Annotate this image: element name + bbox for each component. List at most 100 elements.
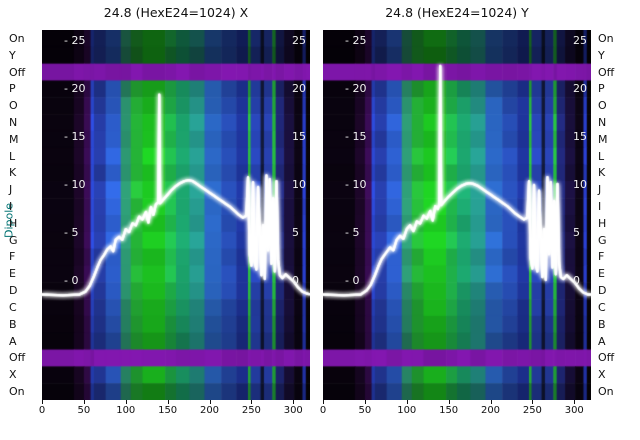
v-tick-label-right-Y-25: 25 [573, 34, 587, 47]
x-tick-label-Y-200: 200 [480, 405, 501, 416]
x-tick-label-X-50: 50 [77, 405, 91, 416]
v-tick-label-left-X-5: - 5 [64, 226, 79, 239]
row-label-left-3: P [9, 82, 16, 96]
row-label-right-16: C [598, 300, 606, 314]
row-label-right-20: X [598, 368, 606, 382]
row-label-left-4: O [9, 99, 18, 113]
row-label-left-16: C [9, 300, 17, 314]
row-label-left-8: K [9, 166, 17, 180]
x-tick-label-Y-150: 150 [439, 405, 459, 416]
row-labels-left: On Y Off P O N M L K J I H G F E D C B A Off X On [9, 30, 39, 400]
panel-title-y: 24.8 (HexE24=1024) Y [385, 5, 529, 20]
row-labels-right: On Y Off P O N M L K J I H G F E D C B A Off X On [598, 30, 628, 400]
x-tick-mark [251, 400, 253, 404]
row-label-left-9: J [9, 183, 13, 197]
x-tick-label-Y-100: 100 [397, 405, 417, 416]
row-label-left-5: N [9, 115, 18, 129]
row-label-right-2: Off [598, 65, 615, 79]
x-tick-label-X-100: 100 [116, 405, 136, 416]
v-tick-label-right-X-15: 15 [292, 130, 306, 143]
x-tick-mark [406, 400, 408, 404]
row-label-right-6: M [598, 132, 608, 146]
v-tick-label-right-Y-20: 20 [573, 82, 587, 95]
row-label-right-12: G [598, 233, 607, 247]
row-label-right-21: On [598, 384, 614, 398]
v-tick-label-left-Y-25: - 25 [345, 34, 367, 47]
panel-title-x: 24.8 (HexE24=1024) X [103, 5, 249, 20]
row-label-right-9: J [598, 183, 602, 197]
v-tick-label-left-Y-15: - 15 [345, 130, 367, 143]
x-tick-label-X-250: 250 [241, 405, 261, 416]
row-label-right-17: B [598, 317, 606, 331]
x-tick-mark [532, 400, 534, 404]
x-tick-mark [83, 400, 85, 404]
x-tick-label-X-200: 200 [199, 405, 220, 416]
x-tick-mark [448, 400, 450, 404]
row-label-left-20: X [9, 368, 17, 382]
x-tick-mark [125, 400, 127, 404]
v-tick-label-left-Y-5: - 5 [345, 226, 360, 239]
v-tick-label-left-X-10: - 10 [64, 178, 86, 191]
row-label-right-15: D [598, 284, 607, 298]
row-label-left-7: L [9, 149, 16, 163]
row-label-left-6: M [9, 132, 19, 146]
v-tick-label-right-Y-0: 0 [573, 274, 580, 287]
x-tick-label-Y-0: 0 [319, 405, 327, 416]
row-label-right-0: On [598, 31, 614, 45]
row-label-right-13: F [598, 250, 605, 264]
x-tick-mark [490, 400, 492, 404]
v-tick-label-right-Y-5: 5 [573, 226, 580, 239]
row-label-left-1: Y [9, 48, 16, 62]
v-tick-label-right-Y-10: 10 [573, 178, 587, 191]
v-tick-label-right-X-10: 10 [292, 178, 306, 191]
v-tick-label-left-X-25: - 25 [64, 34, 86, 47]
row-label-left-18: A [9, 334, 17, 348]
row-label-left-10: I [9, 200, 13, 214]
v-tick-label-right-X-20: 20 [292, 82, 306, 95]
x-tick-mark [167, 400, 169, 404]
v-tick-label-left-X-20: - 20 [64, 82, 86, 95]
row-label-left-2: Off [9, 65, 26, 79]
row-label-left-12: G [9, 233, 18, 247]
x-tick-label-Y-300: 300 [564, 405, 584, 416]
x-tick-mark [574, 400, 576, 404]
row-label-right-10: I [598, 200, 602, 214]
x-tick-mark [323, 400, 324, 404]
row-label-right-11: H [598, 216, 607, 230]
x-tick-mark [209, 400, 211, 404]
heatmap-panel-y [323, 30, 591, 400]
v-tick-label-left-Y-0: - 0 [345, 274, 360, 287]
row-label-left-19: Off [9, 351, 26, 365]
row-label-right-18: A [598, 334, 606, 348]
row-label-left-11: H [9, 216, 18, 230]
row-label-right-14: E [598, 267, 605, 281]
row-label-left-17: B [9, 317, 17, 331]
x-tick-mark [364, 400, 366, 404]
row-label-left-14: E [9, 267, 16, 281]
row-label-right-5: N [598, 115, 607, 129]
x-tick-mark [293, 400, 295, 404]
row-label-right-3: P [598, 82, 605, 96]
x-tick-label-Y-250: 250 [522, 405, 542, 416]
v-tick-label-left-Y-10: - 10 [345, 178, 367, 191]
v-tick-label-right-Y-15: 15 [573, 130, 587, 143]
row-label-right-8: K [598, 166, 606, 180]
x-tick-label-X-0: 0 [38, 405, 46, 416]
v-tick-label-left-Y-20: - 20 [345, 82, 367, 95]
row-label-left-0: On [9, 31, 25, 45]
row-label-right-4: O [598, 99, 607, 113]
row-label-right-7: L [598, 149, 605, 163]
x-tick-label-X-150: 150 [158, 405, 178, 416]
x-tick-mark [42, 400, 43, 404]
x-tick-label-Y-50: 50 [358, 405, 372, 416]
row-label-right-1: Y [598, 48, 605, 62]
v-tick-label-right-X-0: 0 [292, 274, 299, 287]
x-tick-label-X-300: 300 [283, 405, 303, 416]
v-tick-label-left-X-15: - 15 [64, 130, 86, 143]
v-tick-label-right-X-5: 5 [292, 226, 299, 239]
v-tick-label-right-X-25: 25 [292, 34, 306, 47]
heatmap-panel-x [42, 30, 310, 400]
row-label-left-15: D [9, 284, 18, 298]
v-tick-label-left-X-0: - 0 [64, 274, 79, 287]
